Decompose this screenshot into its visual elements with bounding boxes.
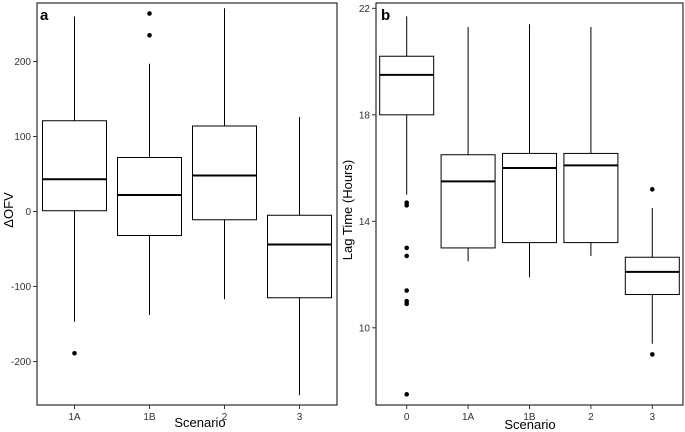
panel-a: a -200 -100 0 100 200 1A 1B 2 3 Scenario ΔOFV xyxy=(1,2,338,430)
panel-a-boxes xyxy=(42,8,332,396)
box-iqr xyxy=(192,125,257,221)
x-tick-label: 3 xyxy=(297,412,303,423)
panel-a-label: a xyxy=(40,7,49,24)
panel-b: b 10 14 18 22 0 1A 1B 2 3 Scenario Lag Time (Ho… xyxy=(340,2,684,432)
box-iqr xyxy=(440,154,496,249)
panel-b-y-axis: 10 14 18 22 xyxy=(359,4,376,334)
y-tick-label: 200 xyxy=(14,57,31,68)
y-tick-label: 14 xyxy=(359,217,371,228)
box-iqr xyxy=(563,152,619,244)
box-iqr xyxy=(502,152,557,244)
outlier-point xyxy=(147,11,152,16)
outlier-point xyxy=(147,32,152,38)
box-1B xyxy=(117,11,182,315)
y-tick-label: 100 xyxy=(14,132,31,143)
x-tick-label: 3 xyxy=(650,412,656,423)
panel-a-x-title: Scenario xyxy=(174,415,225,430)
x-tick-label: 1B xyxy=(143,412,156,423)
box-0 xyxy=(379,16,435,397)
y-tick-label: -100 xyxy=(11,282,31,293)
box-2 xyxy=(192,8,257,300)
x-tick-label: 1A xyxy=(462,412,475,423)
x-tick-label: 1A xyxy=(68,412,81,423)
outlier-point xyxy=(650,352,655,357)
panel-b-y-title: Lag Time (Hours) xyxy=(340,160,355,260)
y-tick-label: 22 xyxy=(359,4,371,15)
box-1A xyxy=(440,26,496,262)
box-3 xyxy=(624,187,680,357)
panel-a-y-title: ΔOFV xyxy=(1,192,16,228)
x-tick-label: 1B xyxy=(523,412,536,423)
outlier-point xyxy=(404,203,410,208)
box-1B xyxy=(502,24,557,278)
box-3 xyxy=(267,117,332,396)
panel-b-x-title: Scenario xyxy=(504,417,555,432)
y-tick-label: -200 xyxy=(11,357,31,368)
y-tick-label: 10 xyxy=(359,323,371,334)
panel-b-label: b xyxy=(381,7,390,24)
panel-a-frame xyxy=(36,2,338,406)
box-2 xyxy=(563,26,619,256)
outlier-point xyxy=(404,253,410,259)
panel-a-y-axis: -200 -100 0 100 200 xyxy=(11,57,37,368)
x-tick-label: 2 xyxy=(222,412,228,423)
box-iqr xyxy=(117,157,182,236)
box-iqr xyxy=(42,120,107,212)
outlier-point xyxy=(404,288,410,293)
panel-a-x-axis: 1A 1B 2 3 xyxy=(68,405,303,423)
panel-b-boxes xyxy=(379,16,680,397)
outlier-point xyxy=(404,392,410,397)
box-1A xyxy=(42,16,107,356)
y-tick-label: 18 xyxy=(359,110,371,121)
x-tick-label: 2 xyxy=(588,412,594,423)
box-iqr xyxy=(624,256,680,296)
box-iqr xyxy=(267,214,332,299)
outlier-point xyxy=(404,301,410,307)
x-tick-label: 0 xyxy=(404,412,410,423)
outlier-point xyxy=(72,350,77,356)
box-iqr xyxy=(379,55,435,116)
y-tick-label: 0 xyxy=(25,207,31,218)
outlier-point xyxy=(404,245,410,251)
outlier-point xyxy=(650,187,655,192)
panel-b-x-axis: 0 1A 1B 2 3 xyxy=(404,405,656,423)
